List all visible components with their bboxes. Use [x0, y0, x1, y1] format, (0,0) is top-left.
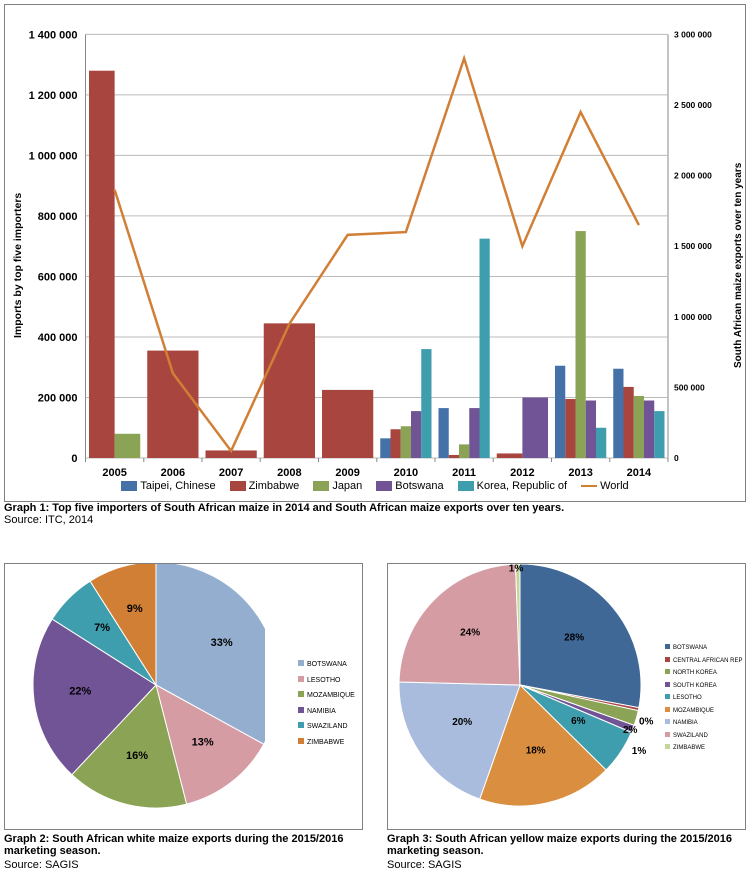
svg-text:2 000 000: 2 000 000: [674, 171, 712, 181]
svg-text:2009: 2009: [335, 467, 359, 479]
svg-text:400 000: 400 000: [38, 332, 78, 344]
svg-text:1%: 1%: [632, 746, 647, 757]
svg-text:7%: 7%: [94, 622, 110, 634]
svg-text:200 000: 200 000: [38, 393, 78, 405]
svg-text:28%: 28%: [564, 632, 584, 643]
svg-text:1 400 000: 1 400 000: [29, 29, 78, 41]
svg-text:2006: 2006: [161, 467, 185, 479]
svg-text:2012: 2012: [510, 467, 534, 479]
svg-text:3 000 000: 3 000 000: [674, 29, 712, 39]
svg-text:18%: 18%: [526, 745, 546, 756]
svg-text:0: 0: [674, 453, 679, 463]
svg-text:500 000: 500 000: [674, 382, 705, 392]
svg-text:1 000 000: 1 000 000: [29, 150, 78, 162]
svg-text:2007: 2007: [219, 467, 243, 479]
svg-text:33%: 33%: [211, 637, 233, 649]
svg-text:1 200 000: 1 200 000: [29, 90, 78, 102]
svg-text:1 500 000: 1 500 000: [674, 241, 712, 251]
svg-text:600 000: 600 000: [38, 272, 78, 284]
svg-text:6%: 6%: [571, 716, 586, 727]
svg-text:1%: 1%: [509, 564, 524, 574]
svg-text:1 000 000: 1 000 000: [674, 312, 712, 322]
svg-text:800 000: 800 000: [38, 211, 78, 223]
svg-text:2008: 2008: [277, 467, 301, 479]
svg-text:0%: 0%: [639, 717, 654, 728]
svg-text:0: 0: [71, 453, 77, 465]
svg-text:2%: 2%: [623, 725, 638, 736]
svg-text:13%: 13%: [192, 736, 214, 748]
svg-text:2 500 000: 2 500 000: [674, 100, 712, 110]
svg-text:9%: 9%: [127, 603, 143, 615]
svg-text:2013: 2013: [568, 467, 592, 479]
svg-text:2011: 2011: [452, 467, 476, 479]
svg-text:2005: 2005: [102, 467, 126, 479]
svg-text:20%: 20%: [452, 717, 472, 728]
svg-text:24%: 24%: [460, 628, 480, 639]
svg-text:22%: 22%: [69, 686, 91, 698]
svg-text:16%: 16%: [126, 750, 148, 762]
svg-text:2014: 2014: [627, 467, 652, 479]
svg-text:2010: 2010: [394, 467, 418, 479]
